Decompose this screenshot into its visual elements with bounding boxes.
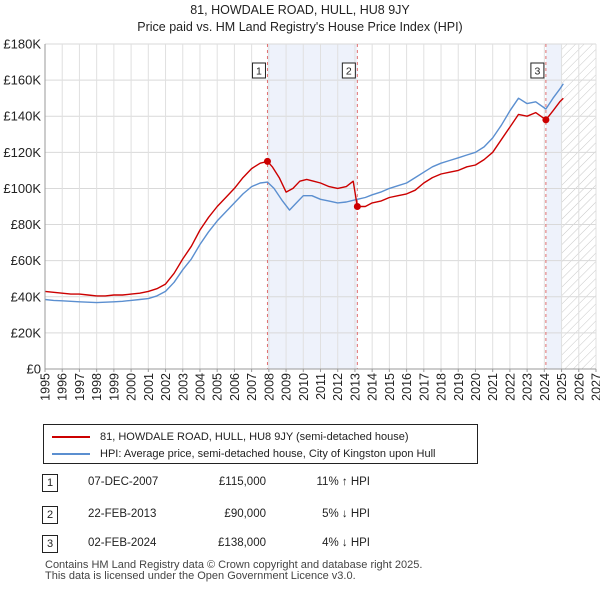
sale-label-box: [341, 62, 356, 79]
legend-hpi-label: HPI: Average price, semi-detached house,…: [100, 448, 436, 460]
legend-property-label: 81, HOWDALE ROAD, HULL, HU8 9JY (semi-de…: [100, 431, 409, 443]
x-tick-label: 2026: [572, 373, 586, 401]
x-tick-label: 2008: [262, 373, 276, 401]
sale-date: 02-FEB-2024: [88, 537, 157, 549]
y-tick-label: £160K: [3, 73, 41, 88]
x-tick-label: 2013: [348, 373, 362, 401]
hpi-series-line: [44, 83, 564, 304]
x-tick-label: 1995: [39, 373, 53, 401]
legend-hpi-swatch: [52, 453, 90, 455]
footer: Contains HM Land Registry data © Crown c…: [45, 560, 422, 582]
x-tick-label: 2002: [159, 373, 173, 401]
legend-item-property: 81, HOWDALE ROAD, HULL, HU8 9JY (semi-de…: [52, 429, 409, 445]
sale-number-badge: 2: [42, 506, 58, 524]
x-tick-label: 1999: [107, 373, 121, 401]
x-tick-label: 2004: [193, 373, 207, 401]
x-tick-label: 2027: [590, 373, 600, 401]
x-tick-label: 2016: [400, 373, 414, 401]
y-tick-label: £80K: [11, 217, 42, 232]
y-tick-label: £40K: [11, 289, 42, 304]
y-tick-label: £120K: [3, 145, 41, 160]
x-tick-label: 2018: [435, 373, 449, 401]
y-tick-label: £180K: [3, 37, 41, 52]
sale-point: [542, 116, 550, 124]
y-tick-label: £60K: [11, 253, 42, 268]
sale-number-badge: 1: [42, 474, 58, 492]
y-tick-label: £100K: [3, 181, 41, 196]
footer-copyright: Contains HM Land Registry data © Crown c…: [45, 559, 423, 571]
sale-price: £138,000: [218, 537, 266, 549]
sale-label: 1: [256, 66, 262, 78]
sale-date: 22-FEB-2013: [88, 508, 157, 520]
x-tick-label: 2009: [280, 373, 294, 401]
legend-property-swatch: [52, 436, 90, 438]
sale-period-shading: [545, 44, 562, 369]
x-tick-label: 2003: [176, 373, 190, 401]
chart-subtitle: Price paid vs. HM Land Registry's House …: [137, 20, 462, 34]
sale-date: 07-DEC-2007: [88, 476, 159, 488]
sale-label: 3: [534, 66, 540, 78]
y-tick-label: £0: [27, 362, 41, 377]
x-tick-label: 2025: [555, 373, 569, 401]
sale-hpi-delta: 4% ↓ HPI: [322, 537, 370, 549]
chart-title: 81, HOWDALE ROAD, HULL, HU8 9JY: [190, 3, 410, 17]
x-tick-label: 1996: [56, 373, 70, 401]
x-tick-label: 2010: [297, 373, 311, 401]
sale-hpi-delta: 11% ↑ HPI: [316, 476, 370, 488]
sale-label: 2: [346, 66, 352, 78]
sale-point: [263, 157, 271, 165]
y-tick-label: £20K: [11, 325, 42, 340]
x-tick-label: 2014: [366, 373, 380, 401]
x-tick-label: 2022: [503, 373, 517, 401]
x-tick-label: 2000: [125, 373, 139, 401]
x-tick-label: 2012: [331, 373, 345, 401]
x-tick-label: 2001: [142, 373, 156, 401]
sale-price: £90,000: [224, 508, 266, 520]
x-tick-label: 2023: [521, 373, 535, 401]
x-tick-label: 1998: [90, 373, 104, 401]
sale-price: £115,000: [218, 476, 266, 488]
x-tick-label: 1997: [73, 373, 87, 401]
sale-number-badge: 3: [42, 535, 58, 553]
sale-label-box: [251, 62, 266, 79]
x-tick-label: 2019: [452, 373, 466, 401]
sale-label-box: [530, 62, 545, 79]
footer-licence: This data is licensed under the Open Gov…: [45, 570, 356, 582]
sale-hpi-delta: 5% ↓ HPI: [322, 508, 370, 520]
sale-point: [353, 203, 361, 210]
x-tick-label: 2015: [383, 373, 397, 401]
x-tick-label: 2021: [486, 373, 500, 401]
x-tick-label: 2011: [314, 373, 328, 400]
legend: 81, HOWDALE ROAD, HULL, HU8 9JY (semi-de…: [43, 424, 478, 464]
legend-item-hpi: HPI: Average price, semi-detached house,…: [52, 446, 435, 462]
sale-period-shading: [267, 44, 358, 369]
x-tick-label: 2017: [417, 373, 431, 401]
x-tick-label: 2005: [211, 373, 225, 401]
property-series-line: [44, 97, 564, 297]
y-tick-label: £140K: [3, 109, 41, 124]
x-tick-label: 2024: [538, 373, 552, 401]
x-tick-label: 2020: [469, 373, 483, 401]
plot-area: 1 2 3 £0 £20K £40K £60K £80K £100K £120K £140K £160…: [3, 37, 600, 401]
price-chart: 81, HOWDALE ROAD, HULL, HU8 9JY Price pa…: [3, 3, 600, 401]
x-tick-label: 2007: [245, 373, 259, 401]
x-tick-label: 2006: [228, 373, 242, 401]
